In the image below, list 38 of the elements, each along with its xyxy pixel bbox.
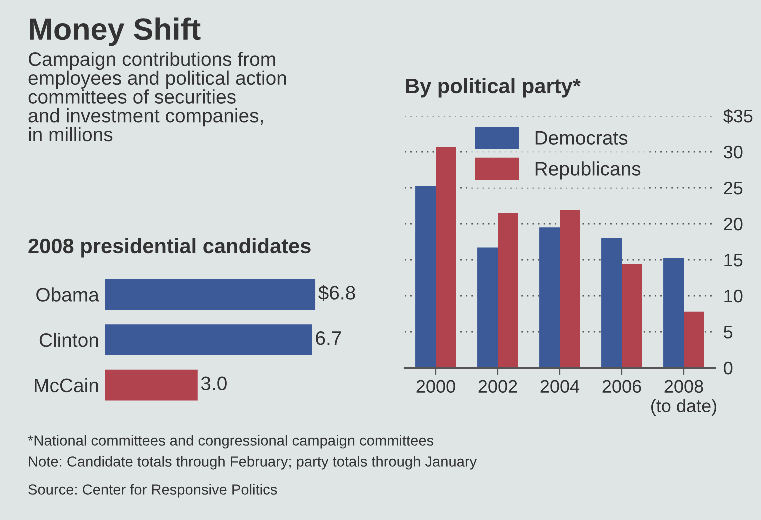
bar (498, 213, 518, 368)
bar (602, 238, 622, 368)
y-tick-label: 25 (724, 182, 743, 195)
bar (560, 210, 580, 368)
bar (478, 248, 498, 368)
text: Campaign contributions from employees and political action committees of securities and investment companies, in millions (28, 52, 286, 142)
y-tick-label: 15 (724, 254, 743, 267)
text: Money Shift (30, 18, 201, 46)
chart-title: By political party* (406, 78, 581, 98)
bar (540, 228, 560, 368)
bar (622, 264, 642, 368)
data-label: $6.8 (318, 285, 356, 302)
bar (436, 146, 456, 368)
y-tick-label: 30 (724, 146, 743, 159)
y-tick-label: Clinton (40, 332, 98, 348)
data-label: 3.0 (201, 376, 227, 391)
text: Note: Candidate totals through February; party totals through January (29, 456, 478, 470)
x-tick-label: 2006 (602, 380, 642, 394)
x-tick-label: 2002 (478, 380, 518, 394)
text: *National committees and congressional campaign committees (28, 435, 434, 449)
bar (684, 312, 704, 368)
y-tick-label: 5 (724, 326, 733, 339)
y-tick-label: McCain (35, 378, 98, 393)
y-tick-label: 20 (724, 218, 743, 231)
y-tick-label: 0 (724, 362, 733, 375)
y-tick-label: Obama (36, 288, 100, 302)
x-tick-label: 2000 (416, 380, 456, 394)
data-label: 6.7 (316, 331, 342, 346)
x-tick-label: 2004 (540, 380, 580, 394)
x-tick-label: 2008 (to date) (652, 380, 717, 416)
y-tick-label: 10 (724, 290, 743, 303)
bar (664, 258, 684, 368)
bar (416, 186, 436, 368)
legend-label: Republicans (536, 162, 641, 180)
source-note: Source: Center for Responsive Politics (28, 484, 278, 498)
y-tick-label: $35 (724, 109, 753, 124)
chart-title: 2008 presidential candidates (28, 238, 311, 258)
legend-label: Democrats (536, 131, 628, 145)
